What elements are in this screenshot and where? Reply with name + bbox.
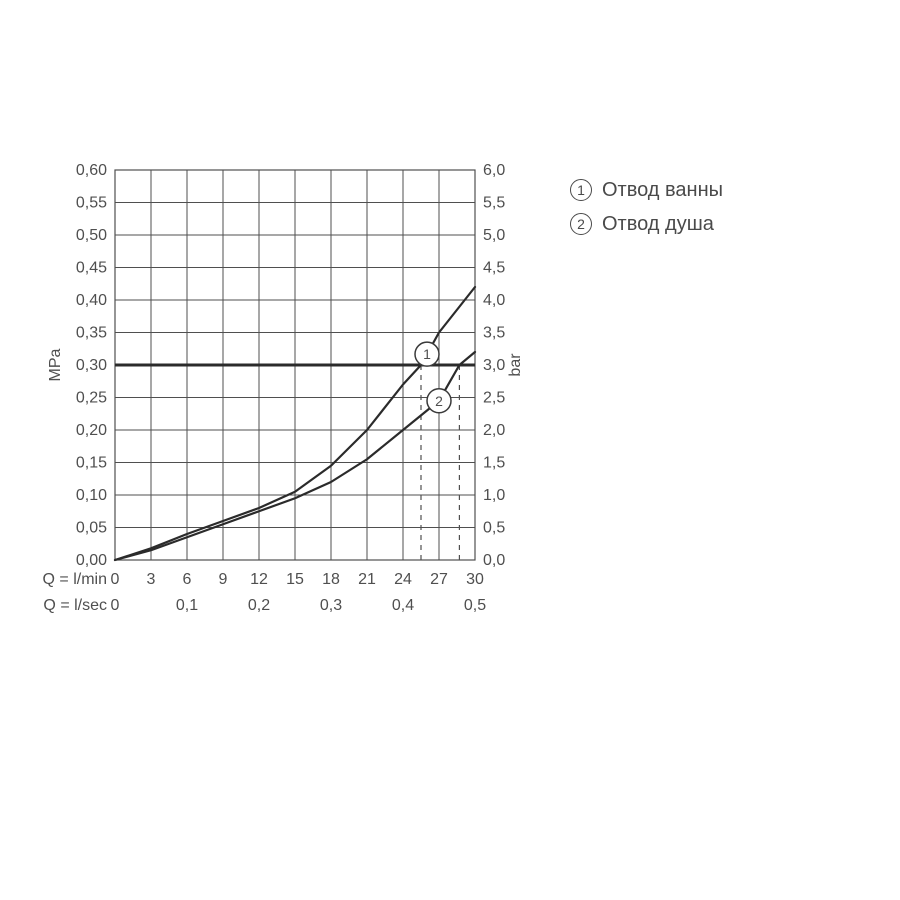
svg-text:6: 6 (183, 571, 192, 588)
svg-text:3,0: 3,0 (483, 357, 505, 374)
svg-text:MPa: MPa (47, 348, 64, 381)
svg-text:0,50: 0,50 (76, 227, 107, 244)
svg-text:0,40: 0,40 (76, 292, 107, 309)
svg-text:0,60: 0,60 (76, 162, 107, 179)
svg-text:30: 30 (466, 571, 484, 588)
svg-text:0,5: 0,5 (483, 520, 505, 537)
svg-text:4,5: 4,5 (483, 260, 505, 277)
svg-text:2: 2 (435, 393, 443, 409)
svg-text:1: 1 (423, 346, 431, 362)
svg-text:5,0: 5,0 (483, 227, 505, 244)
flow-pressure-chart: 0,000,050,100,150,200,250,300,350,400,45… (0, 0, 900, 900)
svg-text:18: 18 (322, 571, 340, 588)
svg-text:24: 24 (394, 571, 412, 588)
legend-item: 2 Отвод душа (570, 209, 723, 239)
svg-text:27: 27 (430, 571, 448, 588)
legend: 1 Отвод ванны 2 Отвод душа (570, 175, 723, 243)
svg-text:12: 12 (250, 571, 268, 588)
svg-text:0: 0 (111, 597, 120, 614)
chart-container: 0,000,050,100,150,200,250,300,350,400,45… (0, 0, 900, 900)
svg-text:4,0: 4,0 (483, 292, 505, 309)
svg-text:0,05: 0,05 (76, 520, 107, 537)
legend-item: 1 Отвод ванны (570, 175, 723, 205)
svg-text:0,1: 0,1 (176, 597, 198, 614)
svg-text:0,20: 0,20 (76, 422, 107, 439)
svg-text:5,5: 5,5 (483, 195, 505, 212)
svg-text:0,0: 0,0 (483, 552, 505, 569)
legend-marker: 1 (570, 179, 592, 201)
svg-text:Q = l/min: Q = l/min (43, 571, 107, 588)
svg-text:15: 15 (286, 571, 304, 588)
svg-text:3: 3 (147, 571, 156, 588)
svg-text:0,15: 0,15 (76, 455, 107, 472)
svg-text:3,5: 3,5 (483, 325, 505, 342)
svg-text:2,5: 2,5 (483, 390, 505, 407)
svg-text:0,30: 0,30 (76, 357, 107, 374)
svg-text:0,35: 0,35 (76, 325, 107, 342)
svg-text:21: 21 (358, 571, 376, 588)
svg-text:0,45: 0,45 (76, 260, 107, 277)
legend-label: Отвод ванны (602, 175, 723, 205)
svg-text:1,0: 1,0 (483, 487, 505, 504)
svg-text:0,00: 0,00 (76, 552, 107, 569)
svg-text:0,4: 0,4 (392, 597, 414, 614)
svg-text:0,2: 0,2 (248, 597, 270, 614)
svg-text:0,10: 0,10 (76, 487, 107, 504)
svg-text:9: 9 (219, 571, 228, 588)
svg-text:0,55: 0,55 (76, 195, 107, 212)
svg-text:0,25: 0,25 (76, 390, 107, 407)
svg-text:0,3: 0,3 (320, 597, 342, 614)
svg-text:0: 0 (111, 571, 120, 588)
legend-label: Отвод душа (602, 209, 714, 239)
svg-text:2,0: 2,0 (483, 422, 505, 439)
svg-text:bar: bar (507, 353, 524, 377)
legend-marker: 2 (570, 213, 592, 235)
svg-text:1,5: 1,5 (483, 455, 505, 472)
svg-text:0,5: 0,5 (464, 597, 486, 614)
svg-text:6,0: 6,0 (483, 162, 505, 179)
svg-text:Q = l/sec: Q = l/sec (43, 597, 107, 614)
